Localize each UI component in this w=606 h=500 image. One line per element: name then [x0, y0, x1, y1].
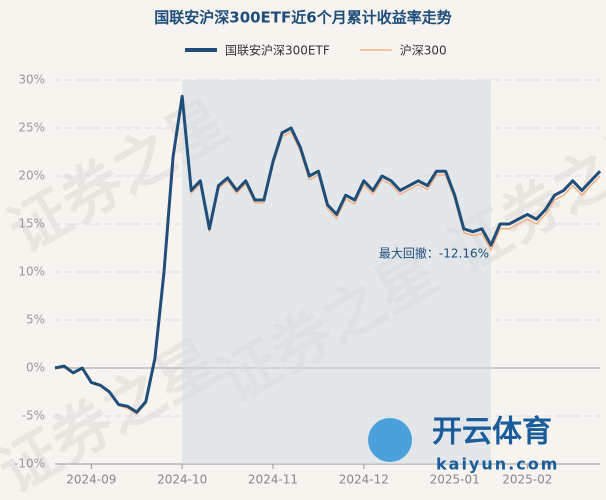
- y-tick-label: 5%: [26, 313, 45, 327]
- logo-url: kaiyun.com: [436, 455, 559, 474]
- drawdown-region: [182, 80, 491, 464]
- logo-ball: [368, 418, 412, 462]
- y-tick-label: -10%: [14, 457, 45, 471]
- legend-label: 国联安沪深300ETF: [225, 43, 330, 58]
- y-tick-label: 15%: [18, 217, 45, 231]
- x-tick-label: 2024-09: [66, 473, 116, 487]
- y-tick-label: 30%: [18, 73, 45, 87]
- series-line: [54, 94, 602, 414]
- y-tick-label: 20%: [18, 169, 45, 183]
- y-tick-label: -5%: [22, 409, 45, 423]
- y-tick-label: 10%: [18, 265, 45, 279]
- x-tick-label: 2025-02: [502, 473, 552, 487]
- x-tick-label: 2024-10: [157, 473, 207, 487]
- y-tick-label: 25%: [18, 121, 45, 135]
- logo-name: 开云体育: [432, 415, 552, 450]
- x-tick-label: 2024-12: [339, 473, 389, 487]
- legend-label: 沪深300: [400, 44, 447, 58]
- drawdown-label: 最大回撤：-12.16%: [379, 246, 489, 261]
- x-tick-label: 2025-01: [430, 473, 480, 487]
- x-tick-label: 2024-11: [248, 473, 298, 487]
- chart-title: 国联安沪深300ETF近6个月累计收益率走势: [154, 9, 451, 27]
- y-tick-label: 0%: [26, 361, 45, 375]
